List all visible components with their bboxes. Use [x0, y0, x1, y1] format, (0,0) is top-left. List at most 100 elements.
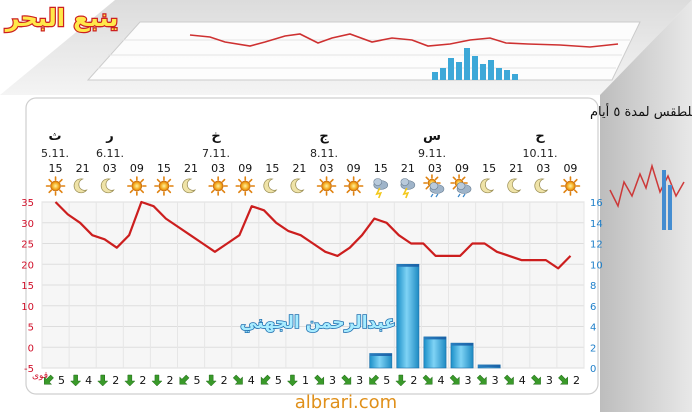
- wind-force-value: 2: [112, 374, 119, 387]
- moon-icon: [263, 178, 278, 194]
- left-axis-tick-label: 10: [21, 302, 34, 313]
- wind-force-value: 4: [85, 374, 92, 387]
- hour-label: 09: [347, 162, 361, 175]
- day-date: 9.11.: [418, 147, 446, 160]
- left-axis-tick-label: 35: [21, 198, 34, 209]
- site-logo-text: ينبع البحر: [5, 4, 119, 32]
- wind-arrow-icon: [151, 374, 163, 387]
- day-date: 8.11.: [310, 147, 338, 160]
- wind-arrow-icon: [449, 374, 460, 385]
- wind-force-value: 4: [519, 374, 526, 387]
- wind-arrow-icon: [179, 374, 190, 385]
- wind-arrow-icon: [44, 374, 54, 385]
- hour-label: 03: [211, 162, 225, 175]
- moon-icon: [534, 178, 549, 194]
- precip-bar-top: [450, 343, 474, 346]
- hour-label: 21: [509, 162, 523, 175]
- storm-icon: [400, 178, 416, 199]
- temperature-line: [54, 200, 572, 270]
- wind-force-value: 1: [302, 374, 309, 387]
- wind-force-value: 5: [275, 374, 282, 387]
- left-axis-tick-label: 0: [28, 343, 34, 354]
- storm-icon: [373, 178, 389, 199]
- day-name: س: [423, 129, 441, 144]
- day-date: 10.11.: [523, 147, 558, 160]
- wind-force-value: 5: [58, 374, 65, 387]
- day-date: 5.11.: [41, 147, 69, 160]
- right-axis-tick-label: 14: [590, 219, 603, 230]
- cube-side-mini-chart: [609, 163, 685, 230]
- wind-force-value: 2: [166, 374, 173, 387]
- wind-force-value: 3: [492, 374, 499, 387]
- left-axis-tick-label: 5: [28, 323, 34, 334]
- wind-arrow-icon: [395, 374, 407, 387]
- hour-label: 21: [292, 162, 306, 175]
- footer-url[interactable]: albrari.com: [295, 392, 397, 413]
- day-date: 7.11.: [202, 147, 230, 160]
- sun-icon: [45, 176, 66, 196]
- day-name: ج: [319, 129, 329, 144]
- right-axis-tick-label: 6: [590, 302, 596, 313]
- hour-label: 09: [130, 162, 144, 175]
- precip-bar-top: [369, 353, 392, 356]
- hour-label: 09: [455, 162, 469, 175]
- sun-icon: [208, 176, 228, 196]
- wind-arrow-icon: [422, 374, 433, 385]
- day-date: 6.11.: [96, 147, 124, 160]
- wind-arrow-icon: [232, 374, 243, 385]
- site-logo: ينبع البحر: [3, 3, 119, 33]
- left-axis-tick-label: 30: [21, 219, 34, 230]
- wind-arrow-icon: [476, 374, 487, 385]
- right-axis-tick-label: 16: [590, 198, 603, 209]
- hour-label: 21: [401, 162, 415, 175]
- moon-icon: [100, 178, 115, 194]
- wind-arrow-icon: [97, 374, 109, 387]
- cube-top-mini-chart: [86, 21, 641, 81]
- forecast-title: توقعات تفصيلية للطقس لمدة ٥ أيام: [590, 103, 692, 120]
- wind-arrow-icon: [70, 374, 82, 387]
- wind-force-value: 3: [329, 374, 336, 387]
- moon-icon: [480, 178, 495, 194]
- wind-force-value: 3: [465, 374, 472, 387]
- wind-force-value: 2: [573, 374, 580, 387]
- wind-force-value: 4: [437, 374, 444, 387]
- right-axis-tick-label: 2: [590, 343, 596, 354]
- hour-label: 15: [482, 162, 496, 175]
- sun-icon: [560, 176, 581, 196]
- right-axis-tick-label: 0: [590, 364, 596, 375]
- hour-label: 15: [265, 162, 279, 175]
- sun-cloud-icon: [423, 174, 445, 198]
- wind-force-value: 2: [221, 374, 228, 387]
- hour-label: 21: [76, 162, 90, 175]
- wind-force-value: 5: [383, 374, 390, 387]
- wind-force-value: 2: [139, 374, 146, 387]
- moon-icon: [182, 178, 197, 194]
- hour-label: 03: [103, 162, 117, 175]
- wind-arrow-icon: [260, 374, 271, 385]
- watermark-text: عبدالرحمن الجهني: [240, 313, 396, 333]
- moon-icon: [507, 178, 522, 194]
- right-axis-tick-label: 12: [590, 240, 603, 251]
- wind-arrow-icon: [205, 374, 217, 387]
- day-name: ح: [535, 129, 545, 144]
- hour-label: 03: [428, 162, 442, 175]
- hour-label: 09: [563, 162, 577, 175]
- sun-cloud-icon: [450, 174, 472, 198]
- wind-force-value: 3: [546, 374, 553, 387]
- sun-icon: [127, 176, 147, 196]
- wind-arrow-icon: [124, 374, 136, 387]
- day-name: ر: [105, 129, 113, 144]
- wind-arrow-icon: [503, 374, 514, 385]
- right-axis-tick-label: 10: [590, 260, 603, 271]
- wind-row-label: قوى: [32, 371, 48, 381]
- wind-arrow-icon: [314, 374, 325, 385]
- sun-icon: [235, 176, 256, 196]
- hour-label: 15: [374, 162, 388, 175]
- left-axis-tick-label: 20: [21, 260, 34, 271]
- wind-arrow-icon: [369, 374, 380, 385]
- precip-bar: [450, 342, 474, 369]
- day-name: خ: [211, 129, 221, 144]
- left-axis-tick-label: 25: [21, 240, 34, 251]
- moon-icon: [73, 178, 88, 194]
